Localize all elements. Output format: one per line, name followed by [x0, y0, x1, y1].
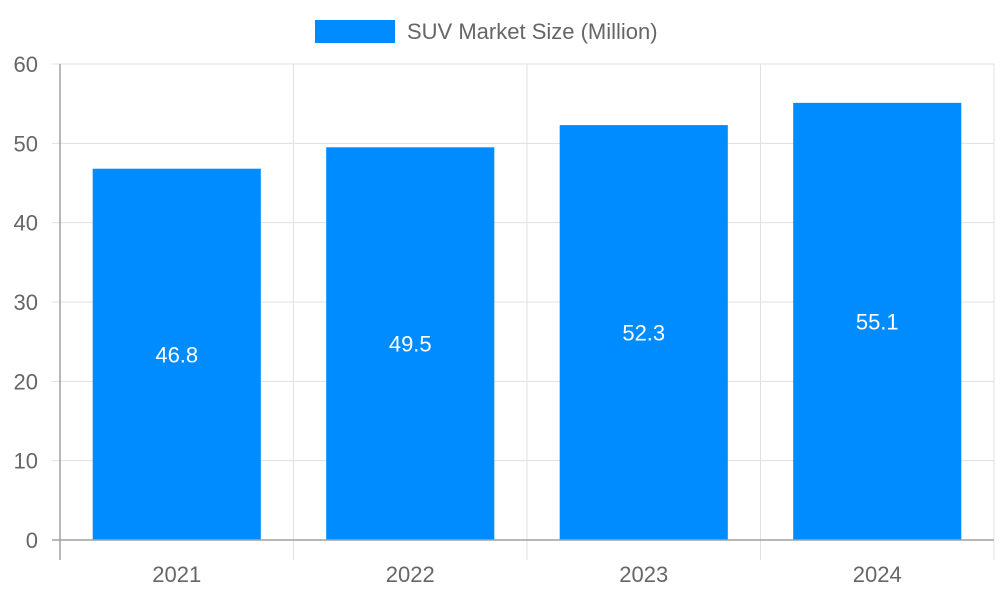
legend[interactable]: SUV Market Size (Million): [315, 19, 658, 44]
data-label: 55.1: [856, 309, 899, 334]
y-tick-label: 60: [14, 52, 38, 77]
y-tick-label: 0: [26, 528, 38, 553]
bar-2024: [793, 102, 962, 540]
y-tick-label: 30: [14, 290, 38, 315]
bar-2023: [559, 125, 728, 540]
data-label: 52.3: [622, 321, 665, 346]
legend-swatch: [315, 20, 395, 43]
x-tick-label: 2022: [386, 562, 435, 587]
x-tick-label: 2021: [152, 562, 201, 587]
x-tick-label: 2023: [619, 562, 668, 587]
y-tick-label: 50: [14, 131, 38, 156]
data-label: 46.8: [155, 342, 198, 367]
bars: 46.8 49.5 52.3 55.1: [92, 102, 962, 541]
bar-2021: [92, 168, 261, 540]
y-tick-label: 10: [14, 449, 38, 474]
y-tick-label: 20: [14, 369, 38, 394]
y-tick-label: 40: [14, 211, 38, 236]
axes: 0 10 20 30 40 50 60 2021 2022 2023 2024: [14, 52, 994, 587]
legend-label: SUV Market Size (Million): [407, 19, 658, 44]
x-tick-label: 2024: [853, 562, 902, 587]
bar-2022: [326, 147, 495, 541]
data-label: 49.5: [389, 332, 432, 357]
